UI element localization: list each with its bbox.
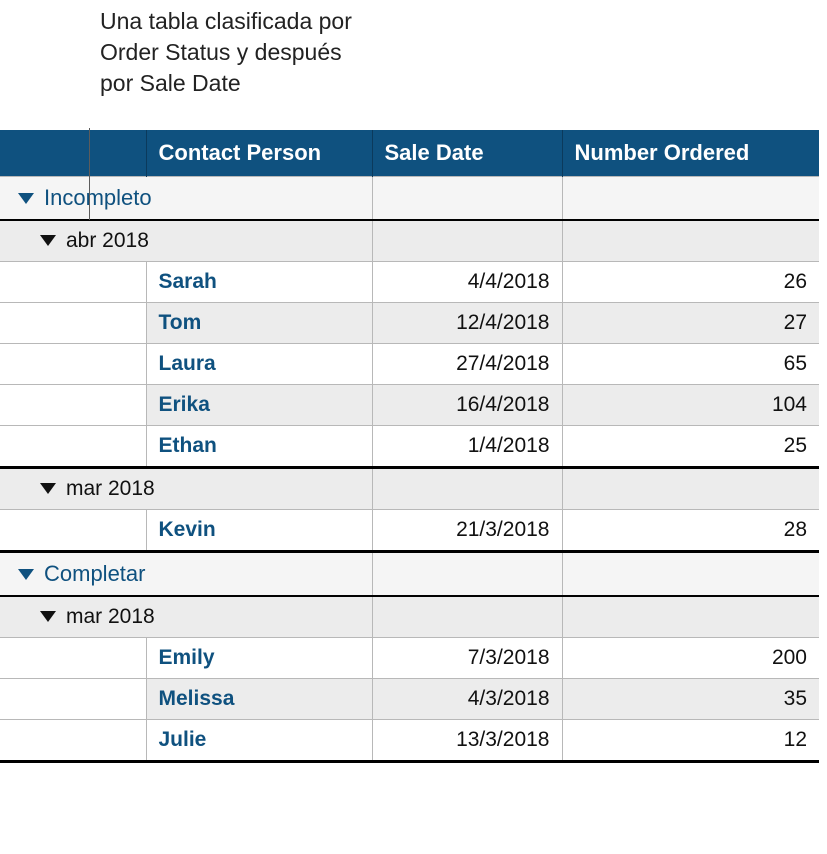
col-header-date: Sale Date xyxy=(372,130,562,177)
disclosure-triangle-icon[interactable] xyxy=(40,235,56,246)
number-cell: 26 xyxy=(562,262,819,303)
subgroup-label: mar 2018 xyxy=(66,477,155,500)
table-row[interactable]: Kevin21/3/201828 xyxy=(0,510,819,552)
date-cell: 7/3/2018 xyxy=(372,638,562,679)
contact-cell: Sarah xyxy=(146,262,372,303)
table-row[interactable]: Laura27/4/201865 xyxy=(0,344,819,385)
date-cell: 1/4/2018 xyxy=(372,426,562,468)
number-cell: 200 xyxy=(562,638,819,679)
number-cell: 104 xyxy=(562,385,819,426)
group-row-level1[interactable]: Completar xyxy=(0,552,819,597)
date-cell: 12/4/2018 xyxy=(372,303,562,344)
caption-text: Una tabla clasificada por Order Status y… xyxy=(100,6,380,99)
subgroup-label: mar 2018 xyxy=(66,605,155,628)
disclosure-triangle-icon[interactable] xyxy=(40,483,56,494)
indent-cell xyxy=(0,638,146,679)
date-cell: 4/3/2018 xyxy=(372,679,562,720)
contact-cell: Tom xyxy=(146,303,372,344)
group-label: Incompleto xyxy=(44,185,152,210)
disclosure-triangle-icon[interactable] xyxy=(18,193,34,204)
indent-cell xyxy=(0,262,146,303)
group-row-level1[interactable]: Incompleto xyxy=(0,177,819,221)
contact-cell: Emily xyxy=(146,638,372,679)
group-row-level2[interactable]: mar 2018 xyxy=(0,468,819,510)
number-cell: 27 xyxy=(562,303,819,344)
indent-cell xyxy=(0,679,146,720)
table-row[interactable]: Julie13/3/201812 xyxy=(0,720,819,762)
table-row[interactable]: Tom12/4/201827 xyxy=(0,303,819,344)
date-cell: 27/4/2018 xyxy=(372,344,562,385)
callout-line xyxy=(89,128,90,220)
indent-cell xyxy=(0,303,146,344)
indent-cell xyxy=(0,344,146,385)
group-label: Completar xyxy=(44,561,145,586)
table-header-row: Contact Person Sale Date Number Ordered xyxy=(0,130,819,177)
disclosure-triangle-icon[interactable] xyxy=(40,611,56,622)
table-row[interactable]: Sarah4/4/201826 xyxy=(0,262,819,303)
col-header-number: Number Ordered xyxy=(562,130,819,177)
contact-cell: Julie xyxy=(146,720,372,762)
disclosure-triangle-icon[interactable] xyxy=(18,569,34,580)
date-cell: 4/4/2018 xyxy=(372,262,562,303)
contact-cell: Kevin xyxy=(146,510,372,552)
table-row[interactable]: Emily7/3/2018200 xyxy=(0,638,819,679)
col-header-blank xyxy=(0,130,146,177)
contact-cell: Laura xyxy=(146,344,372,385)
number-cell: 65 xyxy=(562,344,819,385)
group-row-level2[interactable]: mar 2018 xyxy=(0,596,819,638)
contact-cell: Erika xyxy=(146,385,372,426)
number-cell: 12 xyxy=(562,720,819,762)
sorted-table: Contact Person Sale Date Number Ordered … xyxy=(0,130,819,763)
table-row[interactable]: Melissa4/3/201835 xyxy=(0,679,819,720)
number-cell: 35 xyxy=(562,679,819,720)
table-row[interactable]: Erika16/4/2018104 xyxy=(0,385,819,426)
group-row-level2[interactable]: abr 2018 xyxy=(0,220,819,262)
contact-cell: Ethan xyxy=(146,426,372,468)
subgroup-label: abr 2018 xyxy=(66,229,149,252)
date-cell: 13/3/2018 xyxy=(372,720,562,762)
indent-cell xyxy=(0,385,146,426)
col-header-contact: Contact Person xyxy=(146,130,372,177)
date-cell: 21/3/2018 xyxy=(372,510,562,552)
contact-cell: Melissa xyxy=(146,679,372,720)
number-cell: 28 xyxy=(562,510,819,552)
indent-cell xyxy=(0,720,146,762)
number-cell: 25 xyxy=(562,426,819,468)
caption-region: Una tabla clasificada por Order Status y… xyxy=(0,0,827,130)
indent-cell xyxy=(0,426,146,468)
date-cell: 16/4/2018 xyxy=(372,385,562,426)
indent-cell xyxy=(0,510,146,552)
table-row[interactable]: Ethan1/4/201825 xyxy=(0,426,819,468)
